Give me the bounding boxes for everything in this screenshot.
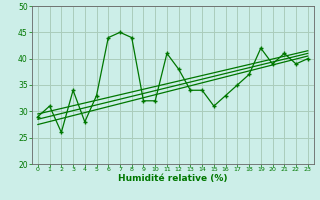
X-axis label: Humidité relative (%): Humidité relative (%) bbox=[118, 174, 228, 183]
